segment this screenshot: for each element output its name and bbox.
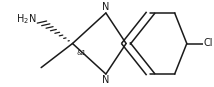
Text: &1: &1 [77,50,86,56]
Text: N: N [102,75,110,85]
Text: H$_2$N: H$_2$N [16,13,36,26]
Text: Cl: Cl [204,39,214,48]
Text: N: N [102,2,110,12]
